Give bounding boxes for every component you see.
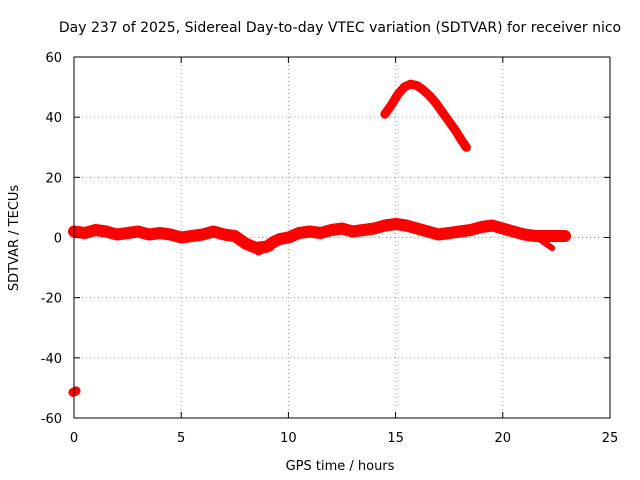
x-tick-label: 20 (495, 431, 512, 446)
y-tick-label: 0 (54, 232, 62, 247)
series-layer (68, 79, 571, 397)
x-axis-label: GPS time / hours (286, 459, 395, 474)
y-tick-label: -60 (41, 412, 62, 427)
series-dip-branch (238, 239, 275, 256)
series-main-band (68, 218, 571, 254)
x-tick-label: 10 (280, 431, 297, 446)
y-tick-label: 40 (45, 111, 62, 126)
y-tick-label: -40 (41, 352, 62, 367)
series-tail-branch (532, 233, 556, 251)
series-arc (380, 79, 471, 152)
tick-layer: 0 5 10 15 20 25 -60 -40 -20 0 20 40 60 (41, 51, 619, 446)
x-tick-label: 25 (602, 431, 619, 446)
y-tick-label: 20 (45, 171, 62, 186)
grid-layer (74, 57, 610, 418)
chart-title: Day 237 of 2025, Sidereal Day-to-day VTE… (59, 20, 621, 36)
x-tick-label: 15 (387, 431, 404, 446)
x-tick-label: 0 (70, 431, 78, 446)
y-axis-label: SDTVAR / TECUs (7, 185, 22, 292)
y-tick-label: -20 (41, 292, 62, 307)
y-tick-label: 60 (45, 51, 62, 66)
x-tick-label: 5 (177, 431, 185, 446)
